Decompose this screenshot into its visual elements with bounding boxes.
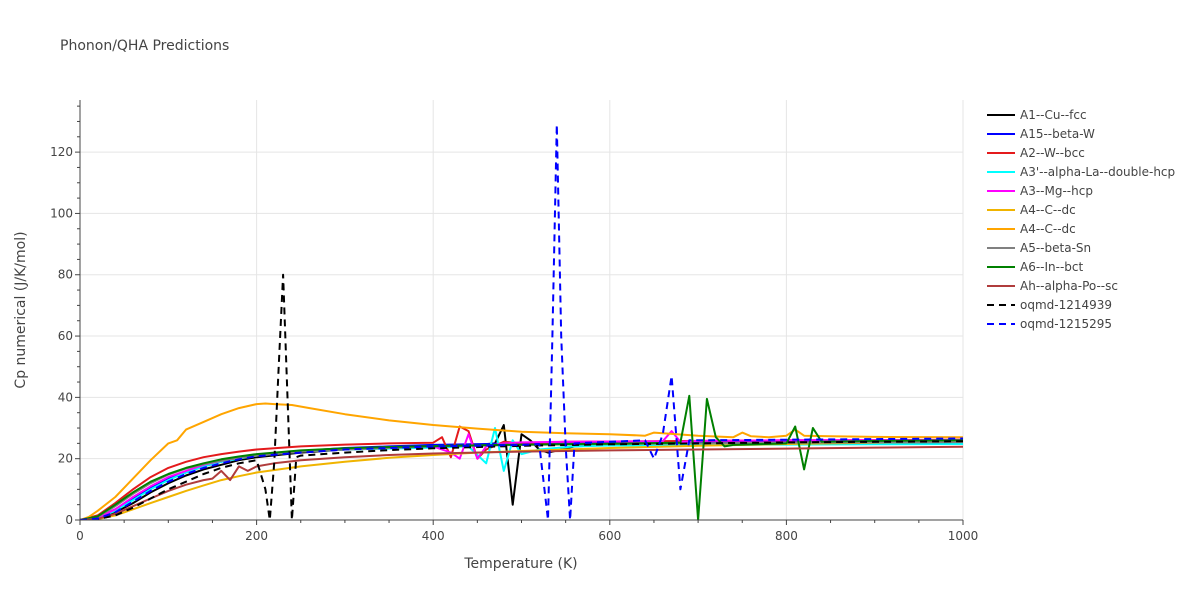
series-line xyxy=(80,273,963,520)
series-lines xyxy=(80,123,963,520)
y-tick-label: 80 xyxy=(58,268,73,282)
legend: A1--Cu--fcc A15--beta-W A2--W--bcc A3'--alp… xyxy=(987,108,1175,331)
series-line xyxy=(80,402,963,520)
legend-entry: A4--C--dc xyxy=(1020,203,1076,217)
legend-entry: A15--beta-W xyxy=(1020,127,1095,141)
y-tick-label: 0 xyxy=(65,513,73,527)
legend-entry: oqmd-1215295 xyxy=(1020,317,1112,331)
y-axis-title: Cp numerical (J/K/mol) xyxy=(13,231,29,388)
legend-entry: oqmd-1214939 xyxy=(1020,298,1112,312)
legend-entry: A3--Mg--hcp xyxy=(1020,184,1093,198)
x-tick-label: 800 xyxy=(775,529,798,543)
x-tick-label: 400 xyxy=(422,529,445,543)
legend-entry: A2--W--bcc xyxy=(1020,146,1085,160)
axes xyxy=(79,100,963,521)
y-tick-label: 60 xyxy=(58,329,73,343)
y-tick-label: 120 xyxy=(50,145,73,159)
legend-entry: A4--C--dc xyxy=(1020,222,1076,236)
x-tick-label: 200 xyxy=(245,529,268,543)
x-axis-ticks: 0 200 400 600 800 1000 xyxy=(76,520,978,543)
plot-area xyxy=(80,123,963,520)
y-tick-label: 20 xyxy=(58,452,73,466)
legend-entry: A5--beta-Sn xyxy=(1020,241,1091,255)
x-tick-label: 600 xyxy=(598,529,621,543)
legend-entry: Ah--alpha-Po--sc xyxy=(1020,279,1118,293)
series-line xyxy=(80,123,963,520)
x-axis-title: Temperature (K) xyxy=(463,556,577,572)
gridlines xyxy=(80,100,964,520)
x-tick-label: 0 xyxy=(76,529,84,543)
y-axis-ticks: 0 20 40 60 80 100 120 xyxy=(50,105,80,527)
series-line xyxy=(80,440,963,520)
legend-entry: A3'--alpha-La--double-hcp xyxy=(1020,165,1175,179)
legend-entry: A6--In--bct xyxy=(1020,260,1084,274)
chart-title: Phonon/QHA Predictions xyxy=(60,38,229,54)
y-tick-label: 100 xyxy=(50,206,73,220)
legend-entry: A1--Cu--fcc xyxy=(1020,108,1087,122)
x-tick-label: 1000 xyxy=(948,529,979,543)
series-line xyxy=(80,394,963,520)
y-tick-label: 40 xyxy=(58,390,73,404)
